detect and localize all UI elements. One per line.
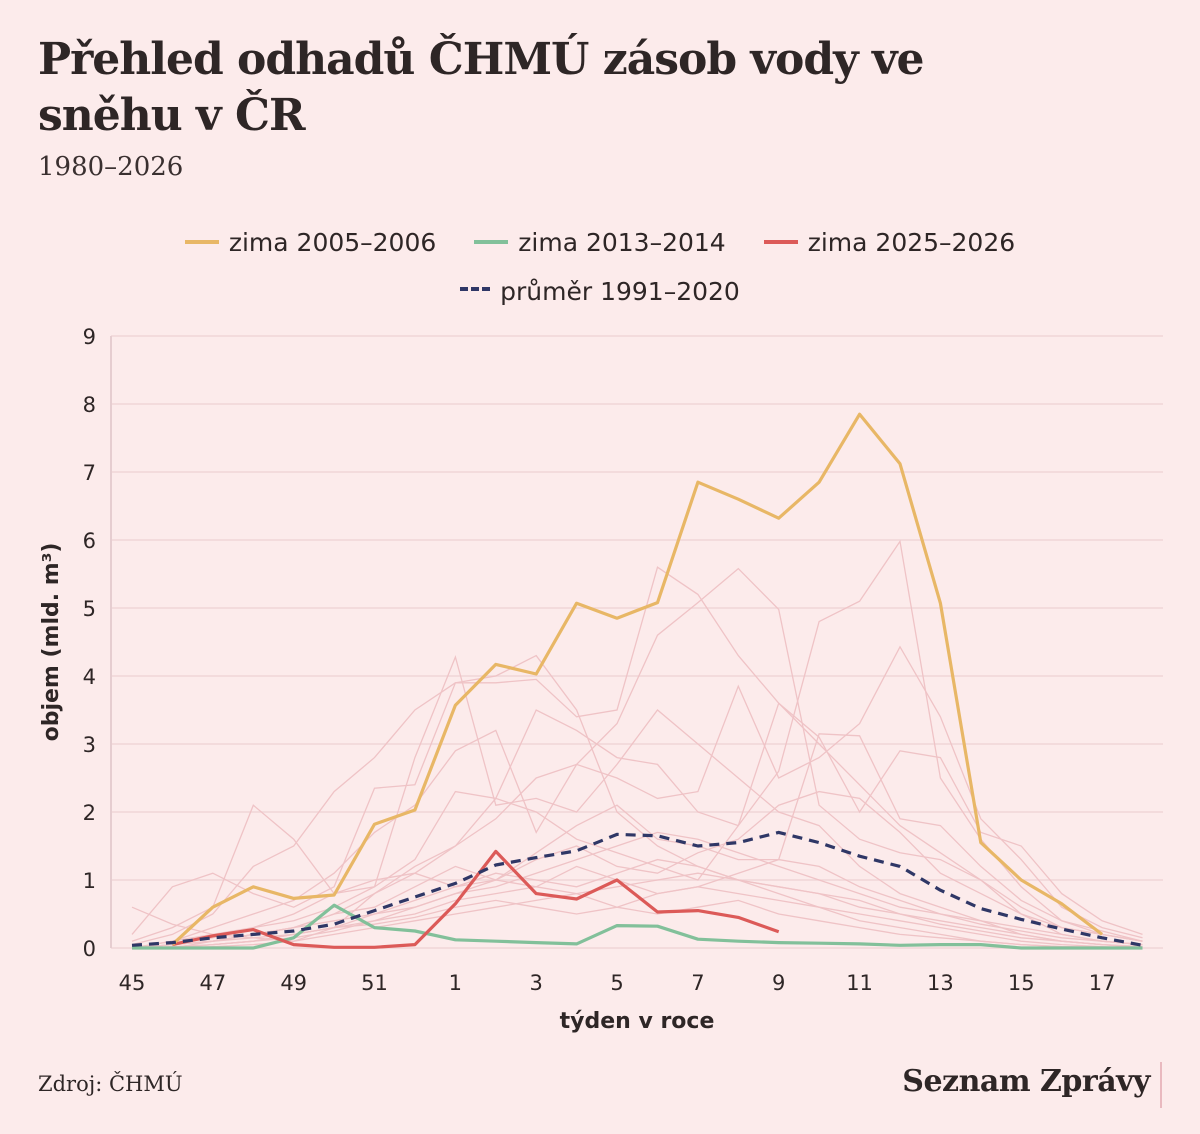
y-tick-label: 1 [83,869,96,893]
x-tick-label: 1 [449,971,462,995]
background-series-line [132,872,1143,949]
legend-label: zima 2025–2026 [807,227,1016,257]
x-tick-label: 13 [927,971,954,995]
series-line-average [131,830,1143,947]
y-tick-label: 0 [83,937,96,961]
y-tick-label: 2 [83,801,96,825]
legend: zima 2005–2006 zima 2013–2014 zima 2025–… [0,222,1200,320]
y-tick-label: 4 [83,665,96,689]
x-tick-labels: 45 47 49 51 1 3 5 7 9 11 13 15 17 [119,971,1116,995]
legend-swatch-dashed [460,287,491,295]
legend-item-average: průměr 1991–2020 [460,277,740,306]
y-axis-label: objem (mld. m³) [39,543,64,742]
background-series-line [132,733,1143,949]
legend-swatch-orange [184,240,219,244]
x-tick-label: 49 [280,971,307,995]
background-series [131,539,1143,949]
x-axis-label: týden v roce [560,1009,715,1034]
legend-item-2005-2006: zima 2005–2006 [184,227,437,257]
y-tick-label: 3 [83,733,96,757]
x-tick-label: 51 [361,971,388,995]
gridlines [111,335,1163,949]
y-tick-label: 8 [83,393,96,417]
legend-swatch-red [763,240,798,244]
background-series-line [131,645,1143,949]
legend-item-2025-2026: zima 2025–2026 [763,227,1016,257]
highlighted-series [131,412,1143,950]
y-tick-label: 6 [83,529,96,553]
x-tick-label: 47 [199,971,226,995]
x-tick-label: 45 [119,971,146,995]
series-line-2025-2026 [172,849,780,949]
source-note: Zdroj: ČHMÚ [38,1072,183,1096]
series-line-2013-2014 [132,903,1143,950]
series-line-2005-2006 [171,412,1104,946]
y-tick-labels: 0 1 2 3 4 5 6 7 8 9 [83,325,96,961]
brand-divider [1160,1062,1162,1108]
brand-logo: Seznam Zprávy [902,1064,1150,1099]
legend-label: zima 2013–2014 [518,227,726,257]
legend-label: zima 2005–2006 [228,227,437,257]
background-series-line [131,654,1143,949]
x-tick-label: 7 [691,971,704,995]
background-series-line [131,654,1143,949]
y-tick-label: 7 [83,461,96,485]
background-series-line [131,566,1143,946]
x-tick-label: 9 [772,971,785,995]
background-series-line [131,567,1143,949]
x-tick-label: 3 [530,971,543,995]
background-series-line [131,539,1143,949]
x-tick-label: 15 [1008,971,1035,995]
chart-title: Přehled odhadů ČHMÚ zásob vody ve sněhu … [38,34,925,141]
legend-label: průměr 1991–2020 [500,276,740,306]
x-tick-label: 11 [846,971,873,995]
legend-swatch-green [474,240,509,244]
y-tick-label: 5 [83,597,96,621]
background-series-line [132,858,1143,949]
background-series-line [131,831,1143,949]
chart-subtitle: 1980–2026 [38,152,184,182]
x-tick-label: 5 [610,971,623,995]
x-tick-label: 17 [1089,971,1116,995]
y-tick-label: 9 [83,325,96,349]
background-series-line [131,702,1143,949]
legend-item-2013-2014: zima 2013–2014 [474,227,726,257]
